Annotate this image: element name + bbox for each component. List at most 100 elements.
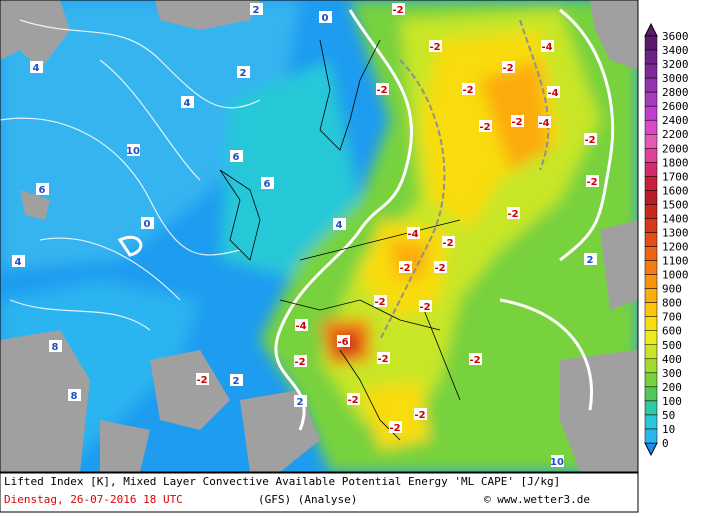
scale-label: 1200 <box>662 241 689 254</box>
contour-label-bg <box>30 61 43 73</box>
contour-label-bg <box>250 3 263 15</box>
scale-band <box>644 414 658 430</box>
scale-band <box>644 246 658 261</box>
scale-band <box>644 148 658 163</box>
contour-label: -4 <box>538 118 549 129</box>
scale-band <box>644 372 658 388</box>
contour-label-bg <box>377 352 390 364</box>
contour-label: -2 <box>294 357 305 368</box>
caption-source: © www.wetter3.de <box>484 493 590 506</box>
contour-label: -2 <box>479 122 490 133</box>
contour-label-bg <box>337 335 350 347</box>
scale-label: 1800 <box>662 156 689 169</box>
scale-label: 1400 <box>662 212 689 225</box>
contour-label-bg <box>584 133 597 145</box>
contour-label: -4 <box>547 88 558 99</box>
scale-band <box>644 63 658 79</box>
scale-label: 3000 <box>662 72 689 85</box>
contour-label-bg <box>407 227 420 239</box>
contour-label: 2 <box>297 397 304 408</box>
contour-label-bg <box>141 217 154 229</box>
caption-model: (GFS) (Analyse) <box>258 493 357 506</box>
contour-label-bg <box>541 40 554 52</box>
scale-band <box>644 176 658 191</box>
scale-band <box>644 330 658 346</box>
contour-label: -2 <box>347 395 358 406</box>
contour-label-bg <box>442 236 455 248</box>
scale-band <box>644 218 658 233</box>
contour-labels: -2 -2 -2 -4 -2 -4 -2 -2 -2 -4 -2 -2 -2 -2 -2 -2 -4 -6 -2 -2… <box>12 3 599 468</box>
contour-label-bg <box>333 218 346 230</box>
scale-label: 100 <box>662 395 682 408</box>
contour-label: 6 <box>39 185 46 196</box>
contour-label-bg <box>586 175 599 187</box>
scale-band <box>644 190 658 205</box>
scale-label: 10 <box>662 423 675 436</box>
caption-date: Dienstag, 26-07-2016 18 UTC <box>4 493 183 506</box>
scale-label: 3600 <box>662 30 689 43</box>
scale-label: 1600 <box>662 184 689 197</box>
scale-band <box>644 428 658 444</box>
contour-label-bg <box>181 96 194 108</box>
contour-label-bg <box>374 295 387 307</box>
contour-label: -2 <box>584 135 595 146</box>
scale-label: 2400 <box>662 114 689 127</box>
contour-label: 2 <box>240 68 247 79</box>
contour-label-bg <box>584 253 597 265</box>
map-frame <box>0 0 639 473</box>
scale-label: 1300 <box>662 226 689 239</box>
contour-label: -2 <box>392 5 403 16</box>
contour-label: -2 <box>399 263 410 274</box>
contour-label-bg <box>295 319 308 331</box>
contour-label: -2 <box>377 354 388 365</box>
scale-label: 1000 <box>662 269 689 282</box>
scale-band <box>644 133 658 149</box>
contour-label-bg <box>399 261 412 273</box>
contour-label-bg <box>347 393 360 405</box>
map <box>0 0 638 472</box>
contour-label: 0 <box>144 219 151 230</box>
contour-label: 4 <box>15 257 22 268</box>
caption-box <box>0 472 639 513</box>
contour-label: -2 <box>414 410 425 421</box>
contour-label: -2 <box>442 238 453 249</box>
scale-band <box>644 35 658 51</box>
scale-label: 900 <box>662 283 682 296</box>
contour-label: 6 <box>264 179 271 190</box>
contour-label: -2 <box>376 85 387 96</box>
contour-label: 0 <box>322 13 329 24</box>
scale-label: 800 <box>662 297 682 310</box>
scale-band <box>644 49 658 65</box>
contour-label-bg <box>196 373 209 385</box>
contour-label: -2 <box>389 423 400 434</box>
contour-label-bg <box>376 83 389 95</box>
contour-label-bg <box>502 61 515 73</box>
scale-band <box>644 344 658 360</box>
scale-band <box>644 162 658 177</box>
scale-label: 2600 <box>662 100 689 113</box>
contour-label-bg <box>469 353 482 365</box>
scale-label: 3200 <box>662 58 689 71</box>
contour-label: -2 <box>511 117 522 128</box>
contour-label-bg <box>547 86 560 98</box>
contour-label: -6 <box>337 337 348 348</box>
contour-label: -2 <box>434 263 445 274</box>
contour-label-bg <box>551 455 564 467</box>
scale-label: 50 <box>662 409 675 422</box>
contour-label-bg <box>294 355 307 367</box>
scale-band <box>644 91 658 107</box>
scale-label: 1500 <box>662 198 689 211</box>
contour-label-bg <box>237 66 250 78</box>
contour-label: -4 <box>295 321 306 332</box>
contour-label-bg <box>429 40 442 52</box>
scale-label: 500 <box>662 339 682 352</box>
scale-label: 1100 <box>662 255 689 268</box>
contour-label-bg <box>479 120 492 132</box>
contour-label: 2 <box>253 5 260 16</box>
scale-band <box>644 316 658 331</box>
scale-label: 2000 <box>662 142 689 155</box>
contour-label: 2 <box>587 255 594 266</box>
contour-label-bg <box>230 150 243 162</box>
contour-label: -4 <box>541 42 552 53</box>
scale-label: 300 <box>662 367 682 380</box>
